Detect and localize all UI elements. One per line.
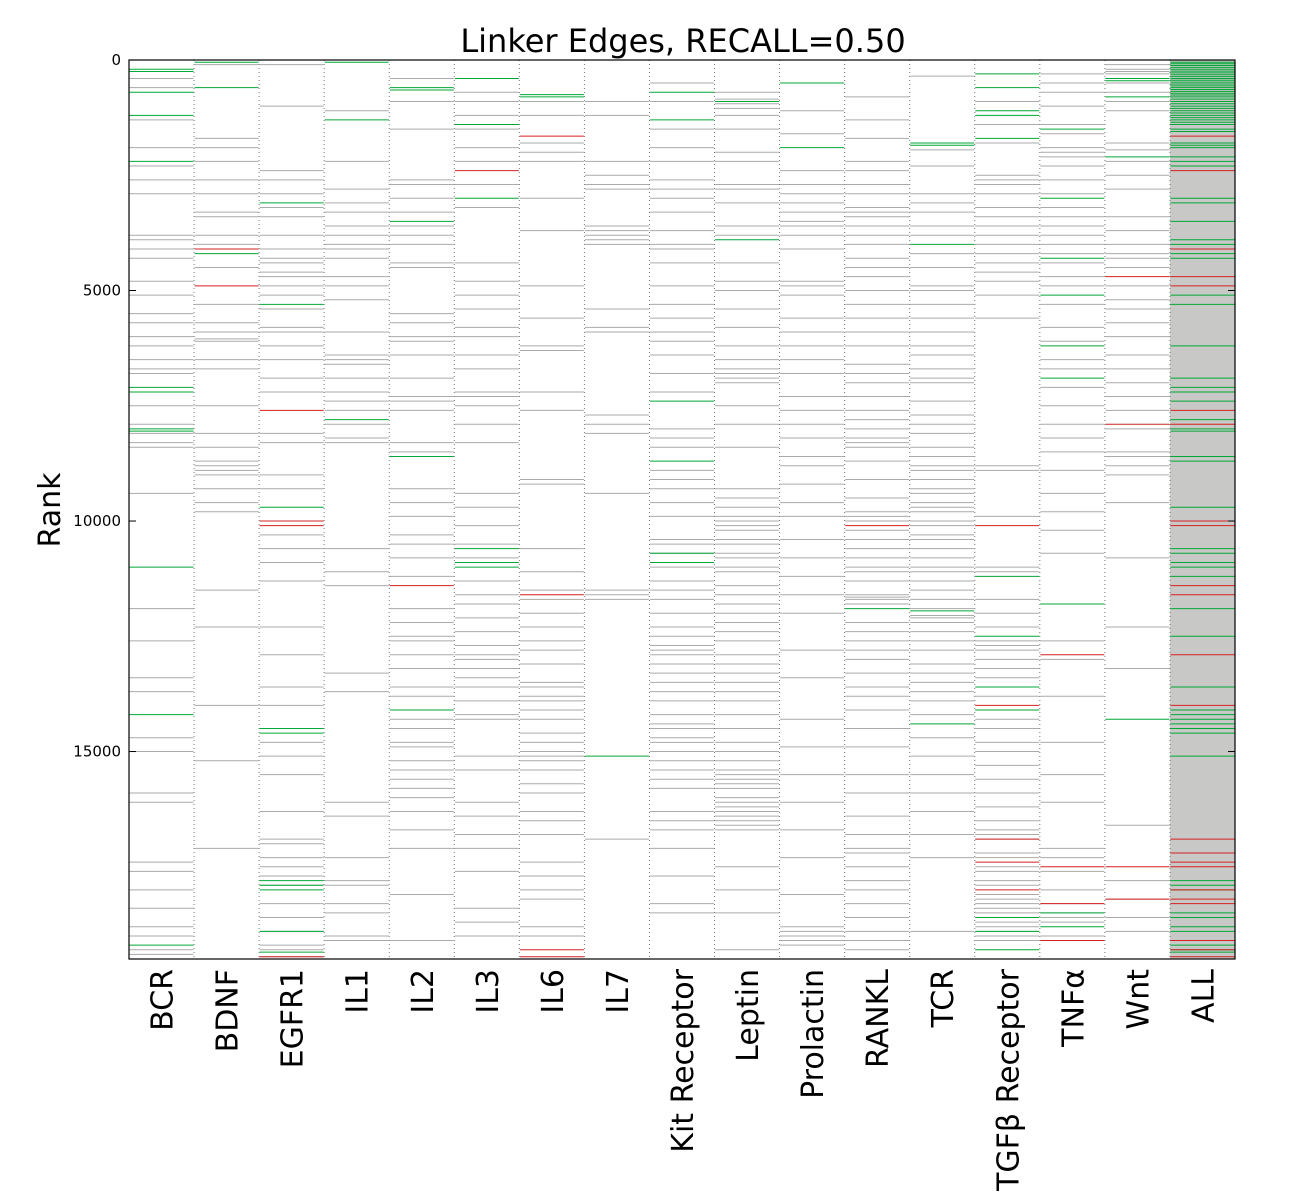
x-category-label: TNFα bbox=[1056, 969, 1091, 1048]
y-tick-label: 5000 bbox=[83, 282, 121, 300]
x-category-label: Leptin bbox=[731, 969, 766, 1062]
x-category-label: IL6 bbox=[536, 969, 571, 1014]
x-category-label: ALL bbox=[1186, 969, 1221, 1023]
chart-title: Linker Edges, RECALL=0.50 bbox=[460, 22, 905, 60]
x-category-label: TGFβ Receptor bbox=[991, 968, 1026, 1192]
x-category-label: BCR bbox=[146, 969, 181, 1031]
x-category-label: IL2 bbox=[406, 969, 441, 1014]
all-column-background bbox=[1169, 60, 1235, 959]
x-category-label: IL3 bbox=[471, 969, 506, 1014]
x-category-label: TCR bbox=[926, 969, 961, 1028]
y-tick-label: 15000 bbox=[73, 743, 121, 761]
y-tick-label: 10000 bbox=[73, 512, 121, 530]
x-category-label: RANKL bbox=[861, 969, 896, 1068]
x-category-label: EGFR1 bbox=[276, 969, 311, 1068]
x-category-label: Wnt bbox=[1121, 969, 1156, 1030]
plot-frame bbox=[128, 59, 1236, 960]
x-category-label: IL7 bbox=[601, 969, 636, 1014]
y-tick-label: 0 bbox=[111, 51, 121, 69]
x-category-label: Kit Receptor bbox=[666, 968, 701, 1152]
x-category-label: IL1 bbox=[341, 969, 376, 1014]
x-category-label: Prolactin bbox=[796, 969, 831, 1099]
y-axis-label: Rank bbox=[33, 472, 68, 548]
x-category-label: BDNF bbox=[211, 969, 246, 1052]
plot-area: 0 5000 10000 15000 BCR BDNF EGFR1 IL1 IL2 IL3 IL6 I… bbox=[73, 51, 1236, 1192]
